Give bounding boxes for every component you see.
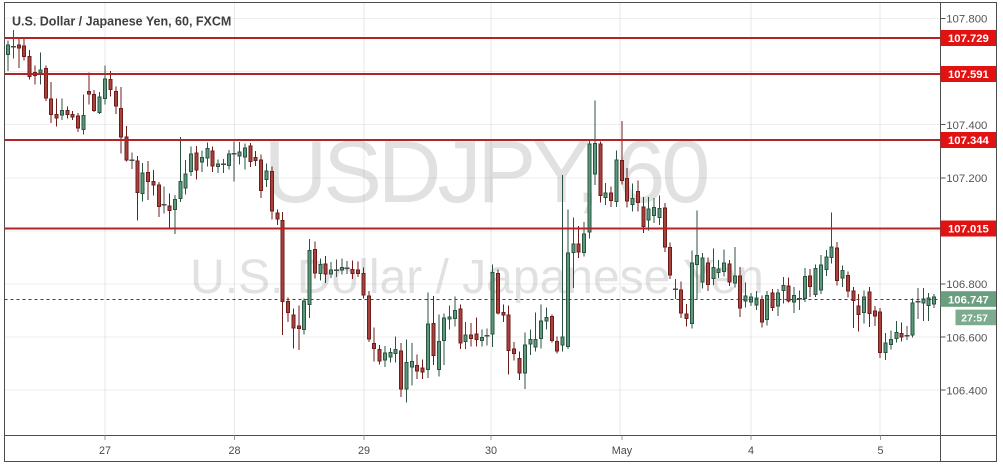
svg-text:107.200: 107.200 xyxy=(946,173,987,185)
svg-text:U.S. Dollar / Japanese Yen, 60: U.S. Dollar / Japanese Yen, 60, FXCM xyxy=(12,15,231,29)
svg-text:107.400: 107.400 xyxy=(946,120,987,132)
svg-text:27: 27 xyxy=(99,445,111,457)
svg-text:U.S. Dollar / Japanese Yen: U.S. Dollar / Japanese Yen xyxy=(190,251,764,304)
svg-text:107.800: 107.800 xyxy=(946,14,987,26)
svg-text:4: 4 xyxy=(748,445,754,457)
svg-text:106.600: 106.600 xyxy=(946,332,987,344)
svg-text:5: 5 xyxy=(877,445,883,457)
svg-text:106.400: 106.400 xyxy=(946,385,987,397)
svg-text:107.729: 107.729 xyxy=(948,33,989,45)
svg-text:107.591: 107.591 xyxy=(948,69,989,81)
svg-text:107.344: 107.344 xyxy=(948,135,990,147)
svg-text:106.800: 106.800 xyxy=(946,279,987,291)
svg-text:107.015: 107.015 xyxy=(948,224,989,236)
svg-text:29: 29 xyxy=(358,445,370,457)
svg-text:May: May xyxy=(612,445,633,457)
svg-text:USDJPY, 60: USDJPY, 60 xyxy=(264,122,708,221)
svg-text:106.747: 106.747 xyxy=(948,295,989,307)
svg-text:28: 28 xyxy=(228,445,240,457)
svg-text:27:57: 27:57 xyxy=(961,313,988,324)
svg-text:30: 30 xyxy=(485,445,497,457)
